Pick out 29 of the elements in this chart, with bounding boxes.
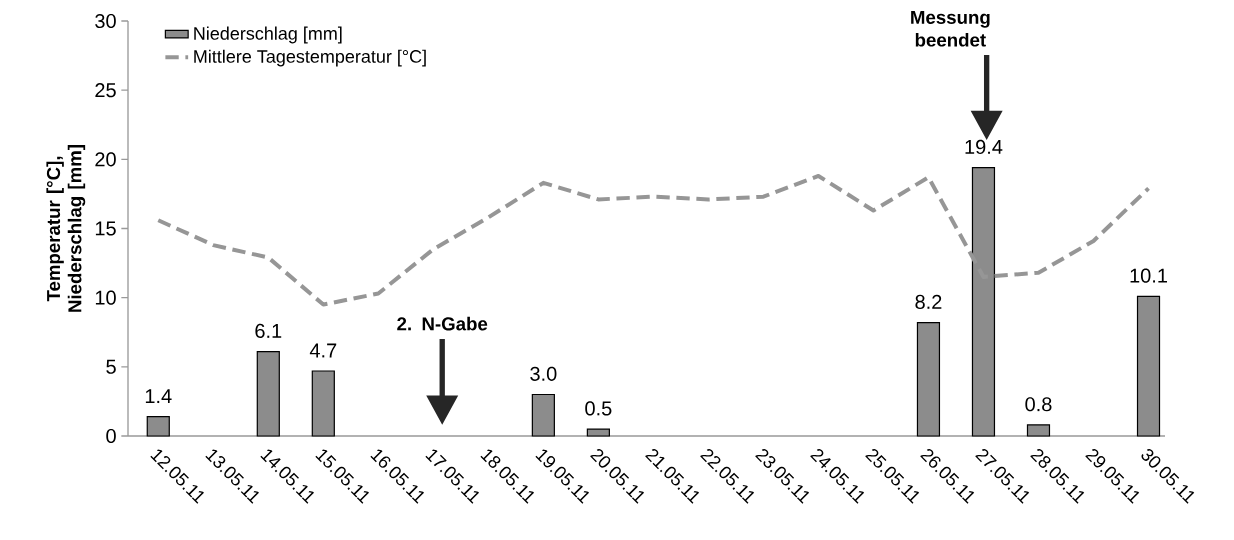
bar [256,351,280,437]
annotation: Messung beendet [911,10,990,47]
legend-label: Mittlere Tagestemperatur [°C] [194,49,426,67]
data-label: 1.4 [145,389,172,404]
y-tick-label: 15 [95,221,116,236]
data-label: 0.5 [585,401,612,416]
bar [1026,424,1051,437]
y-tick-label: 10 [95,290,116,305]
annotation: 2. N-Gabe [397,316,488,331]
y-tick-label: 5 [106,359,116,374]
bar [146,416,170,437]
data-label: 10.1 [1130,268,1167,283]
legend-label: Niederschlag [mm] [194,26,342,44]
y-tick-label: 20 [95,152,116,167]
data-label: 8.2 [915,294,942,309]
bar [531,393,555,437]
bar [586,428,610,437]
data-label: 4.7 [309,343,337,358]
data-label: 0.8 [1025,397,1052,412]
data-label: 6.1 [255,323,282,339]
data-label: 3.0 [530,366,557,381]
data-label: 19.4 [965,139,1003,155]
bar [916,321,941,437]
y-tick-label: 0 [106,428,116,444]
bar [311,370,335,437]
y-tick-label: 25 [95,83,116,98]
y-axis-title: Temperatur [°C], Niederschlag [mm] [46,145,86,312]
bar [1136,295,1161,437]
y-tick-label: 30 [95,13,116,29]
